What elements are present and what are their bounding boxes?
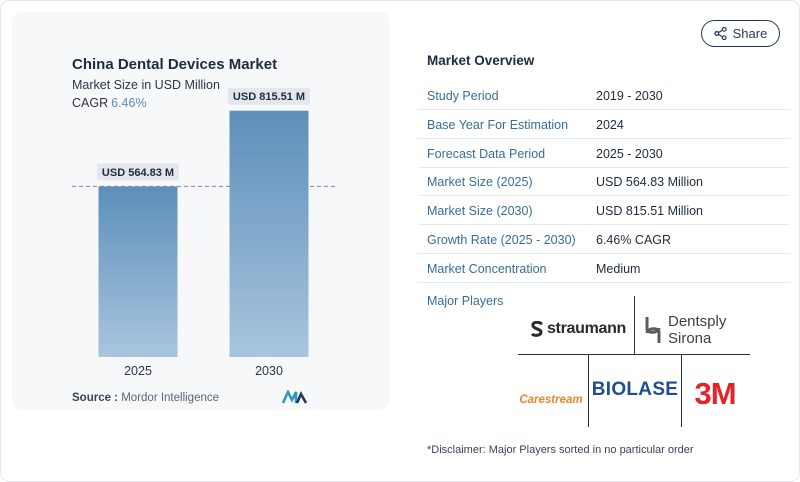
overview-row-value: 2024	[596, 117, 624, 132]
biolase-wordmark: BIOLASE	[591, 379, 679, 400]
overview-row-label: Market Size (2030)	[427, 204, 533, 219]
overview-row: Study Period 2019 - 2030	[418, 81, 790, 110]
sirona-wordmark: Sirona	[668, 330, 712, 347]
overview-row: Market Concentration Medium	[418, 254, 790, 283]
overview-row: Market Size (2030) USD 815.51 Million	[418, 196, 790, 226]
x-tick-label: 2025	[124, 364, 152, 378]
data-label: USD 564.83 M	[102, 167, 174, 179]
share-button[interactable]: Share	[701, 20, 780, 47]
3m-logo: 3M	[684, 376, 746, 412]
data-label: USD 815.51 M	[233, 91, 305, 103]
overview-row-value: Medium	[596, 261, 641, 276]
mordor-logo-icon	[282, 390, 308, 404]
data-label-badge	[228, 87, 310, 105]
overview-row-label: Market Size (2025)	[427, 175, 533, 190]
straumann-wordmark: straumann	[546, 320, 627, 337]
overview-row-value: 2025 - 2030	[596, 146, 663, 161]
overview-row: Forecast Data Period 2025 - 2030	[418, 139, 790, 168]
chart-card	[12, 12, 390, 410]
data-label-badge	[97, 163, 179, 181]
cagr-value: 6.46%	[111, 96, 147, 110]
overview-row-label: Base Year For Estimation	[427, 117, 569, 132]
disclaimer: *Disclaimer: Major Players sorted in no …	[427, 444, 694, 456]
overview-row-value: USD 564.83 Million	[596, 175, 703, 190]
overview-row: Base Year For Estimation 2024	[418, 110, 790, 139]
bar-2025	[98, 186, 178, 357]
dentsply-sirona-logo: Dentsply Sirona	[644, 312, 744, 348]
logo-divider-vertical-top	[634, 296, 635, 354]
biolase-logo: BIOLASE	[592, 374, 678, 406]
dentsply-mark-icon	[645, 317, 661, 343]
overview-row-value: USD 815.51 Million	[596, 204, 703, 219]
overview-title: Market Overview	[427, 53, 535, 68]
logo-divider-vertical-right	[681, 355, 682, 427]
major-players-label: Major Players	[427, 294, 504, 308]
carestream-wordmark: Carestream	[519, 394, 583, 406]
bar-2030	[229, 110, 309, 358]
logo-divider-horizontal	[518, 354, 750, 355]
share-icon	[713, 27, 727, 40]
overview-row-label: Study Period	[427, 89, 499, 103]
cagr-line: CAGR 6.46%	[72, 96, 147, 110]
carestream-logo: Carestream	[518, 390, 584, 410]
source-label: Source :	[72, 392, 119, 404]
x-tick-label: 2030	[255, 364, 283, 378]
overview-row-value: 2019 - 2030	[596, 89, 663, 103]
cagr-label: CAGR	[72, 96, 109, 110]
overview-row: Market Size (2025) USD 564.83 Million	[418, 167, 790, 197]
source-line: Source : Mordor Intelligence	[72, 392, 219, 404]
share-label: Share	[732, 26, 768, 41]
overview-row-label: Forecast Data Period	[427, 146, 546, 161]
straumann-mark-icon	[530, 321, 543, 337]
source-name: Mordor Intelligence	[121, 392, 220, 404]
overview-row-label: Market Concentration	[427, 261, 547, 276]
overview-row-value: 6.46% CAGR	[596, 233, 672, 247]
logo-divider-vertical-left	[588, 355, 589, 427]
chart-subtitle: Market Size in USD Million	[72, 78, 220, 92]
overview-row: Growth Rate (2025 - 2030) 6.46% CAGR	[418, 225, 790, 254]
dentsply-wordmark: Dentsply	[668, 313, 727, 330]
overview-row-label: Growth Rate (2025 - 2030)	[427, 233, 576, 247]
chart-title: China Dental Devices Market	[72, 56, 278, 73]
3m-wordmark: 3M	[694, 376, 736, 411]
straumann-logo: straumann	[528, 316, 628, 342]
